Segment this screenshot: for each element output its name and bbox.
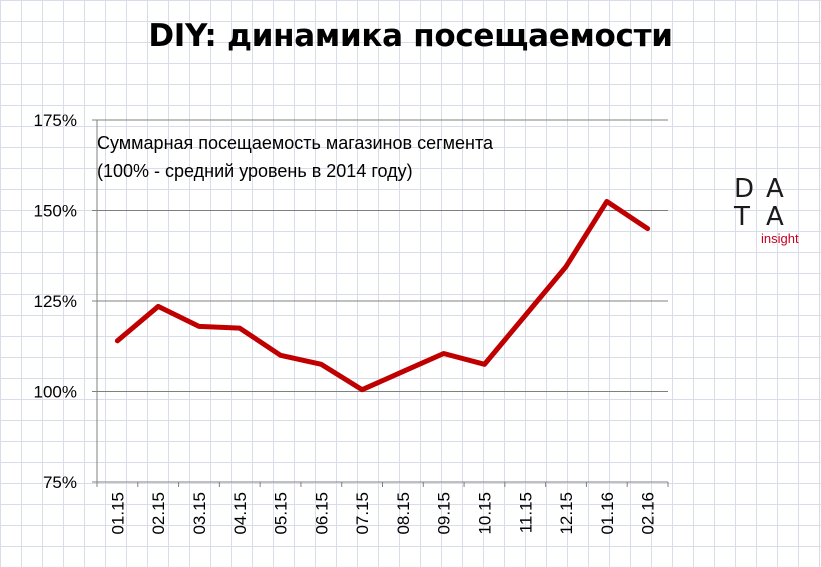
y-tick-labels: 75% 100% 125% 150% 175% <box>34 111 77 492</box>
logo-letter-a2: A <box>766 202 784 232</box>
x-tick-label-04.15: 04.15 <box>231 492 250 535</box>
x-tick-label-01.16: 01.16 <box>598 492 617 535</box>
y-tick-label-125: 125% <box>34 292 77 311</box>
x-tick-label-02.16: 02.16 <box>639 492 658 535</box>
x-tick-label-01.15: 01.15 <box>108 492 127 535</box>
logo-insight-text: insight <box>761 231 799 246</box>
x-tick-label-10.15: 10.15 <box>475 492 494 535</box>
series <box>114 198 651 393</box>
data-insight-logo: D A T A insight <box>734 176 818 248</box>
logo-letter-t: T <box>734 202 750 232</box>
gridlines <box>97 119 668 392</box>
y-tick-label-100: 100% <box>34 383 77 402</box>
logo-letter-d: D <box>734 174 755 204</box>
chart-note-line-1: Суммарная посещаемость магазинов сегмент… <box>97 133 494 153</box>
x-tick-label-07.15: 07.15 <box>353 492 372 535</box>
logo-letter-a1: A <box>766 174 784 204</box>
x-tick-label-11.15: 11.15 <box>516 492 535 533</box>
chart-note-line-2: (100% - средний уровень в 2014 году) <box>97 161 413 181</box>
x-tick-label-03.15: 03.15 <box>190 492 209 535</box>
x-tick-label-08.15: 08.15 <box>394 492 413 535</box>
y-tick-label-75: 75% <box>43 473 77 492</box>
axes <box>92 119 669 487</box>
series-line-0 <box>114 198 651 393</box>
y-tick-label-150: 150% <box>34 202 77 221</box>
page-title: DIY: динамика посещаемости <box>148 18 673 54</box>
x-tick-label-12.15: 12.15 <box>557 492 576 535</box>
x-tick-labels: 01.15 02.15 03.15 04.15 05.15 06.15 07.15 08.15… <box>108 492 657 535</box>
x-tick-label-05.15: 05.15 <box>272 492 291 535</box>
y-tick-label-175: 175% <box>34 111 77 130</box>
x-tick-label-06.15: 06.15 <box>312 492 331 535</box>
x-tick-label-09.15: 09.15 <box>435 492 454 535</box>
x-tick-label-02.15: 02.15 <box>149 492 168 535</box>
